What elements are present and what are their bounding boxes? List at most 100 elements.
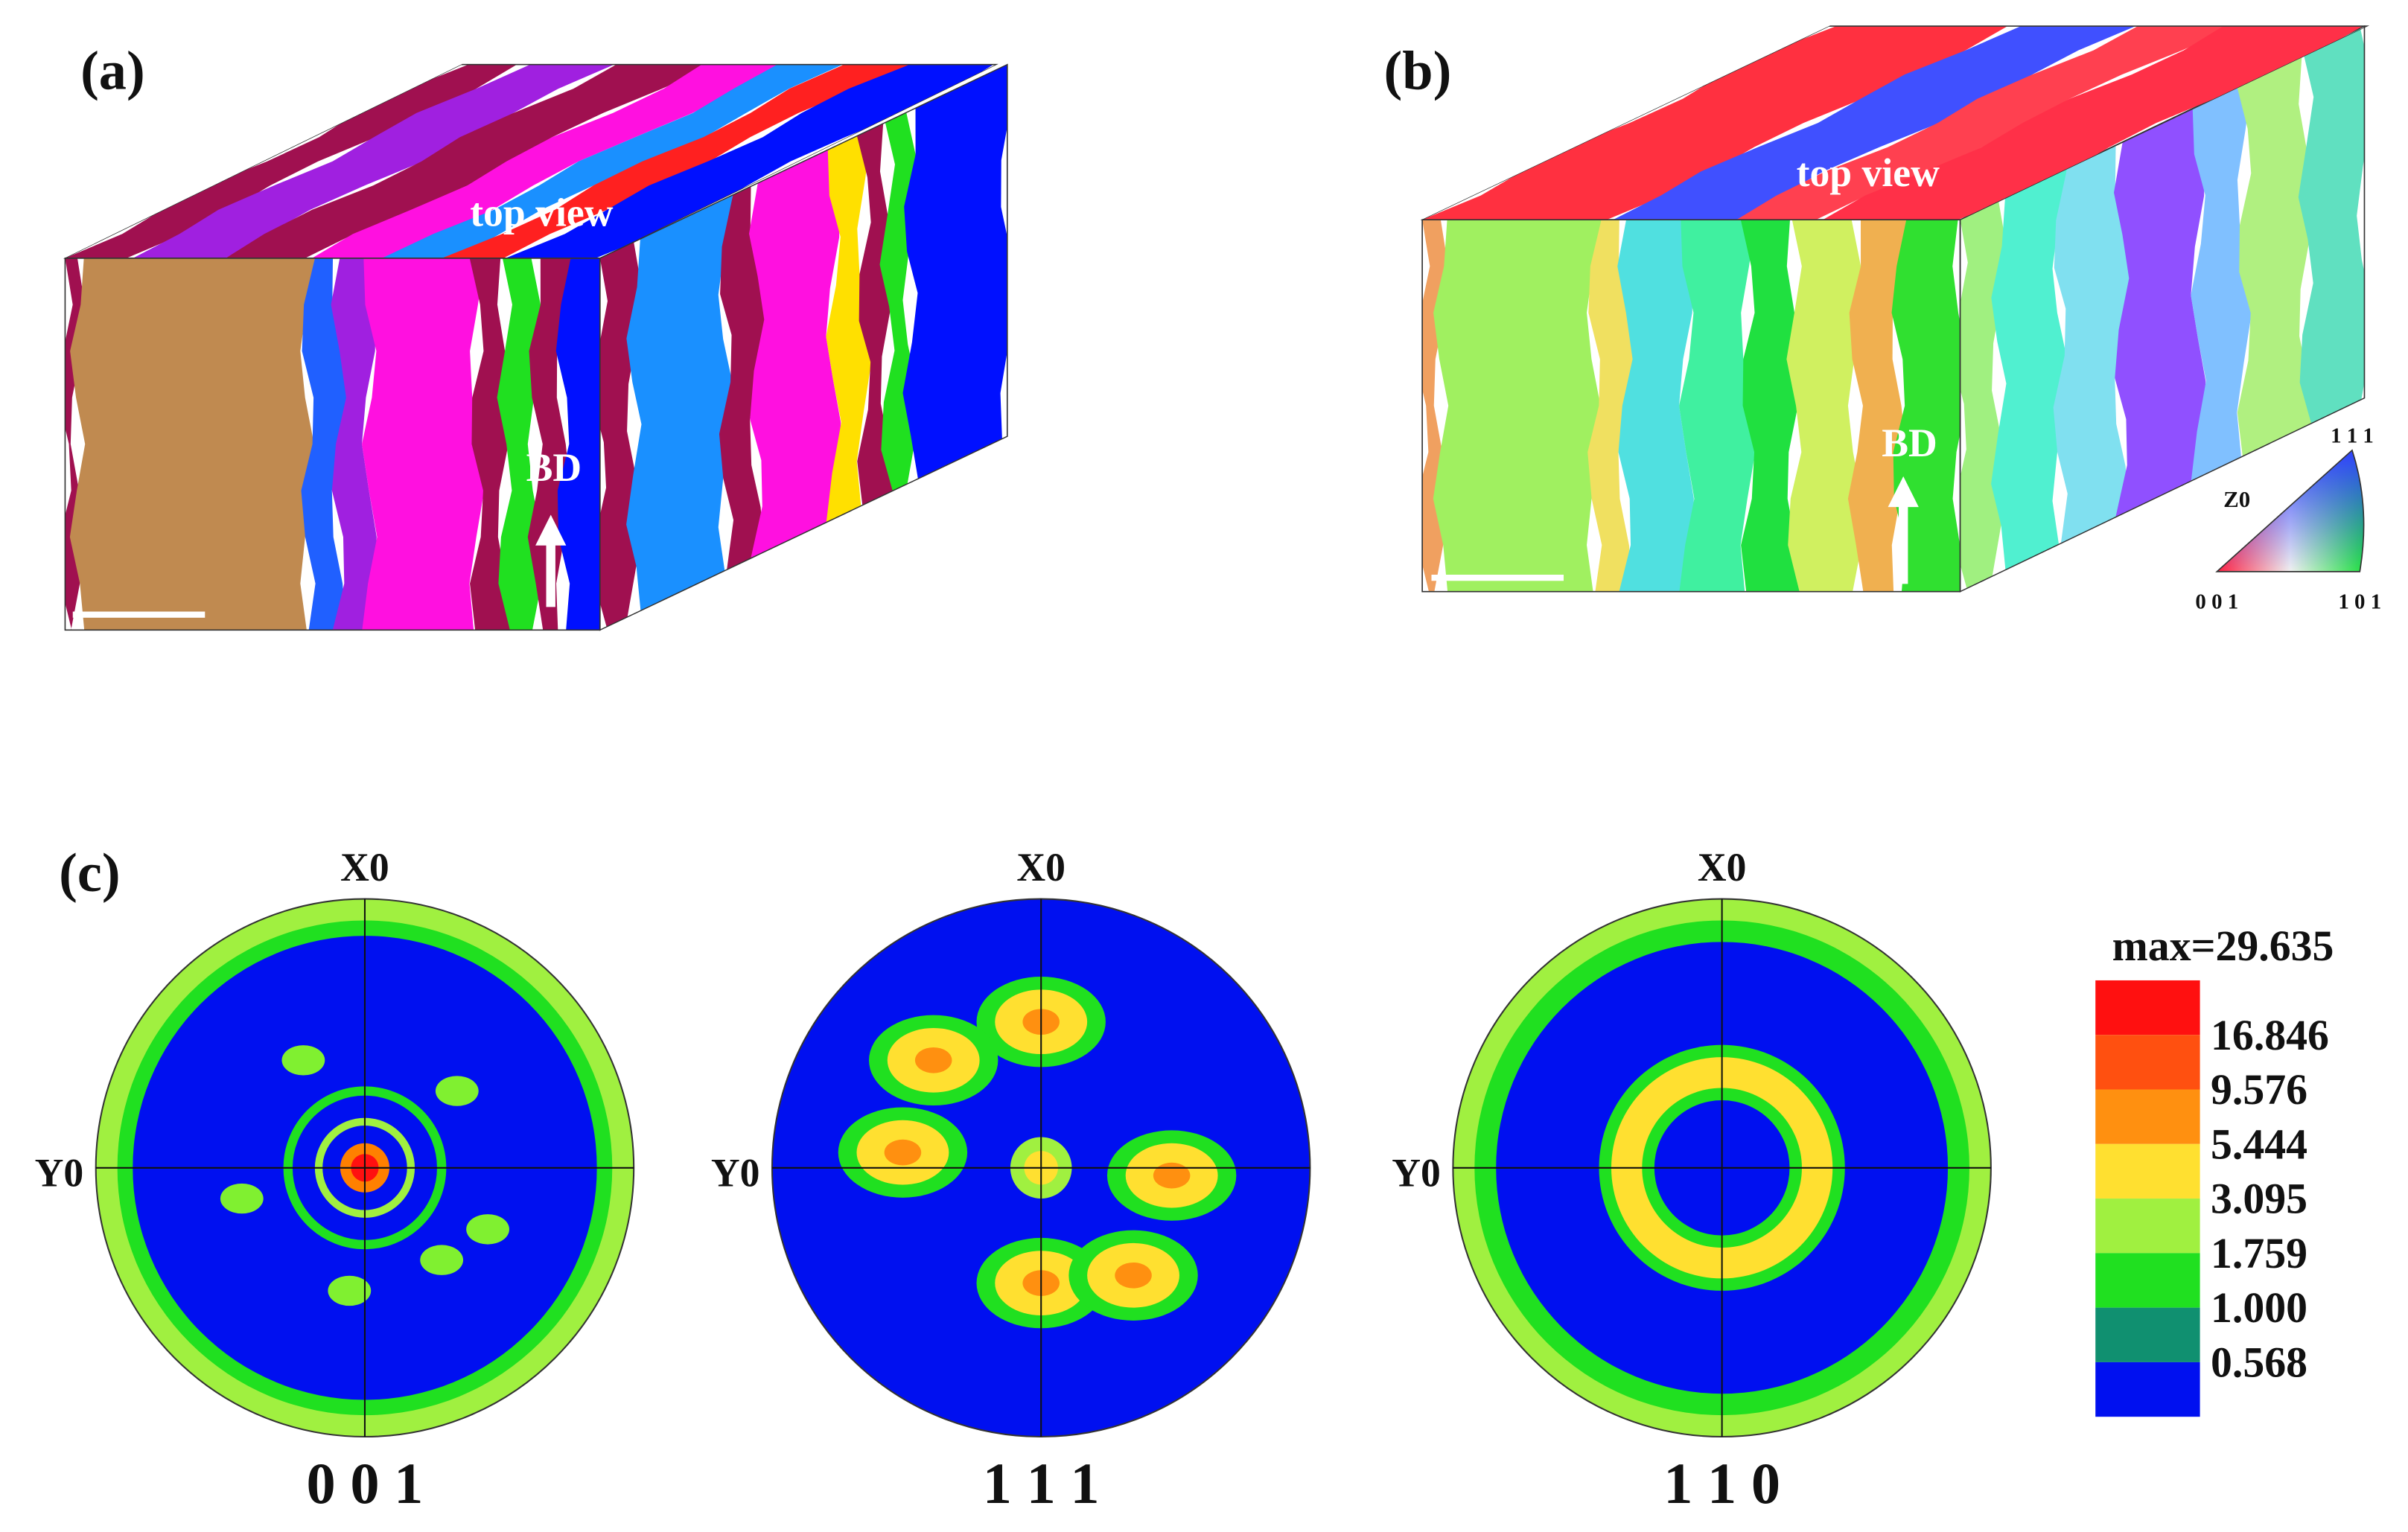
grain bbox=[69, 258, 315, 631]
legend-level: 1.759 bbox=[2211, 1230, 2307, 1277]
face bbox=[1959, 25, 2366, 593]
contour bbox=[1153, 1162, 1191, 1189]
axis-label: X0 bbox=[1698, 845, 1747, 890]
contour bbox=[420, 1245, 464, 1275]
grain bbox=[1433, 220, 1602, 592]
panel-label: (b) bbox=[1384, 41, 1452, 102]
contour bbox=[914, 1047, 952, 1073]
arrow bbox=[535, 514, 567, 607]
annotation: BD bbox=[1882, 421, 1937, 465]
ipf-axis: Z0 bbox=[2223, 486, 2250, 512]
grain bbox=[382, 64, 843, 258]
arrow bbox=[1888, 476, 1919, 584]
scale-bar bbox=[72, 611, 206, 618]
grain bbox=[1823, 26, 2363, 220]
face-edge bbox=[1959, 25, 2366, 593]
legend-swatch bbox=[2095, 1089, 2200, 1144]
grain bbox=[1679, 220, 1756, 592]
axis-label: Y0 bbox=[35, 1151, 84, 1196]
grain bbox=[826, 129, 873, 523]
face bbox=[63, 63, 998, 259]
grain bbox=[1617, 220, 1694, 592]
grain bbox=[856, 123, 896, 505]
face bbox=[64, 257, 601, 631]
legend-swatch bbox=[2095, 1253, 2200, 1308]
legend-level: 5.444 bbox=[2211, 1120, 2307, 1168]
contour bbox=[466, 1214, 509, 1245]
grain bbox=[2053, 145, 2130, 543]
grain bbox=[626, 194, 733, 611]
legend-swatch bbox=[2095, 980, 2200, 1035]
grain bbox=[555, 258, 600, 631]
face bbox=[599, 63, 1008, 631]
contour bbox=[281, 1045, 325, 1076]
grain bbox=[748, 147, 841, 559]
axis-label: Y0 bbox=[711, 1151, 760, 1196]
annotation: top view bbox=[1797, 150, 1940, 195]
grain bbox=[331, 258, 377, 631]
contour bbox=[220, 1183, 264, 1214]
grain bbox=[1960, 201, 2007, 589]
face-edge bbox=[1420, 25, 2370, 221]
grain-map bbox=[599, 64, 1007, 628]
contour bbox=[1115, 1262, 1152, 1289]
grain-map bbox=[1422, 220, 1961, 592]
face bbox=[1421, 219, 1961, 593]
grain bbox=[226, 64, 716, 258]
grain bbox=[902, 64, 1007, 479]
legend-level: 16.846 bbox=[2211, 1012, 2329, 1059]
ipf-triangle bbox=[2215, 449, 2365, 572]
ipf-corner: 0 0 1 bbox=[2195, 590, 2238, 613]
axis-label: X0 bbox=[340, 845, 389, 890]
grain bbox=[442, 64, 912, 258]
grain bbox=[1991, 168, 2068, 570]
grain bbox=[2191, 80, 2252, 482]
ipf-corner: 1 1 1 bbox=[2331, 424, 2374, 447]
pole-figure: X0 Y0 0 0 1 bbox=[35, 845, 635, 1516]
grain bbox=[362, 258, 485, 631]
grain bbox=[133, 64, 614, 258]
contour bbox=[435, 1076, 479, 1106]
grain-map bbox=[65, 258, 600, 631]
grain bbox=[1613, 26, 2136, 220]
pole-figure-title: 1 1 0 bbox=[1663, 1451, 1780, 1516]
legend-swatch bbox=[2095, 1362, 2200, 1417]
ipf-corner: 1 0 1 bbox=[2338, 590, 2381, 613]
grain bbox=[301, 258, 347, 631]
contour bbox=[884, 1139, 922, 1166]
grain-map bbox=[1422, 26, 2363, 220]
grain bbox=[2114, 106, 2206, 517]
grain bbox=[1736, 26, 2237, 220]
legend-swatch bbox=[2095, 1307, 2200, 1362]
grain bbox=[1587, 220, 1633, 592]
axis-label: Y0 bbox=[1392, 1151, 1441, 1196]
legend-swatch bbox=[2095, 1199, 2200, 1254]
grain-map bbox=[1960, 28, 2365, 589]
legend-level: 1.000 bbox=[2211, 1284, 2307, 1332]
face-edge bbox=[63, 63, 998, 259]
grain bbox=[2237, 56, 2314, 457]
grain bbox=[506, 64, 994, 258]
grain bbox=[2298, 28, 2365, 424]
legend-max: max=29.635 bbox=[2112, 922, 2334, 970]
annotation: top view bbox=[470, 190, 614, 234]
pole-figure: X0 Y0 1 1 1 bbox=[711, 845, 1311, 1516]
grain bbox=[312, 64, 780, 258]
face bbox=[1420, 25, 2370, 221]
annotation: BD bbox=[526, 445, 582, 490]
axis-label: X0 bbox=[1016, 845, 1066, 890]
legend-swatch bbox=[2095, 1143, 2200, 1199]
panel-label: (c) bbox=[59, 843, 120, 904]
pole-figure-title: 1 1 1 bbox=[983, 1451, 1100, 1516]
contour bbox=[328, 1275, 372, 1306]
legend-level: 9.576 bbox=[2211, 1066, 2307, 1114]
pole-figure-title: 0 0 1 bbox=[307, 1451, 424, 1516]
grain bbox=[1422, 26, 2008, 220]
pole-figure: X0 Y0 1 1 0 bbox=[1392, 845, 1992, 1516]
legend-swatch bbox=[2095, 1035, 2200, 1090]
scale-bar bbox=[1431, 575, 1564, 581]
grain bbox=[1786, 220, 1863, 592]
grain bbox=[1740, 220, 1802, 592]
